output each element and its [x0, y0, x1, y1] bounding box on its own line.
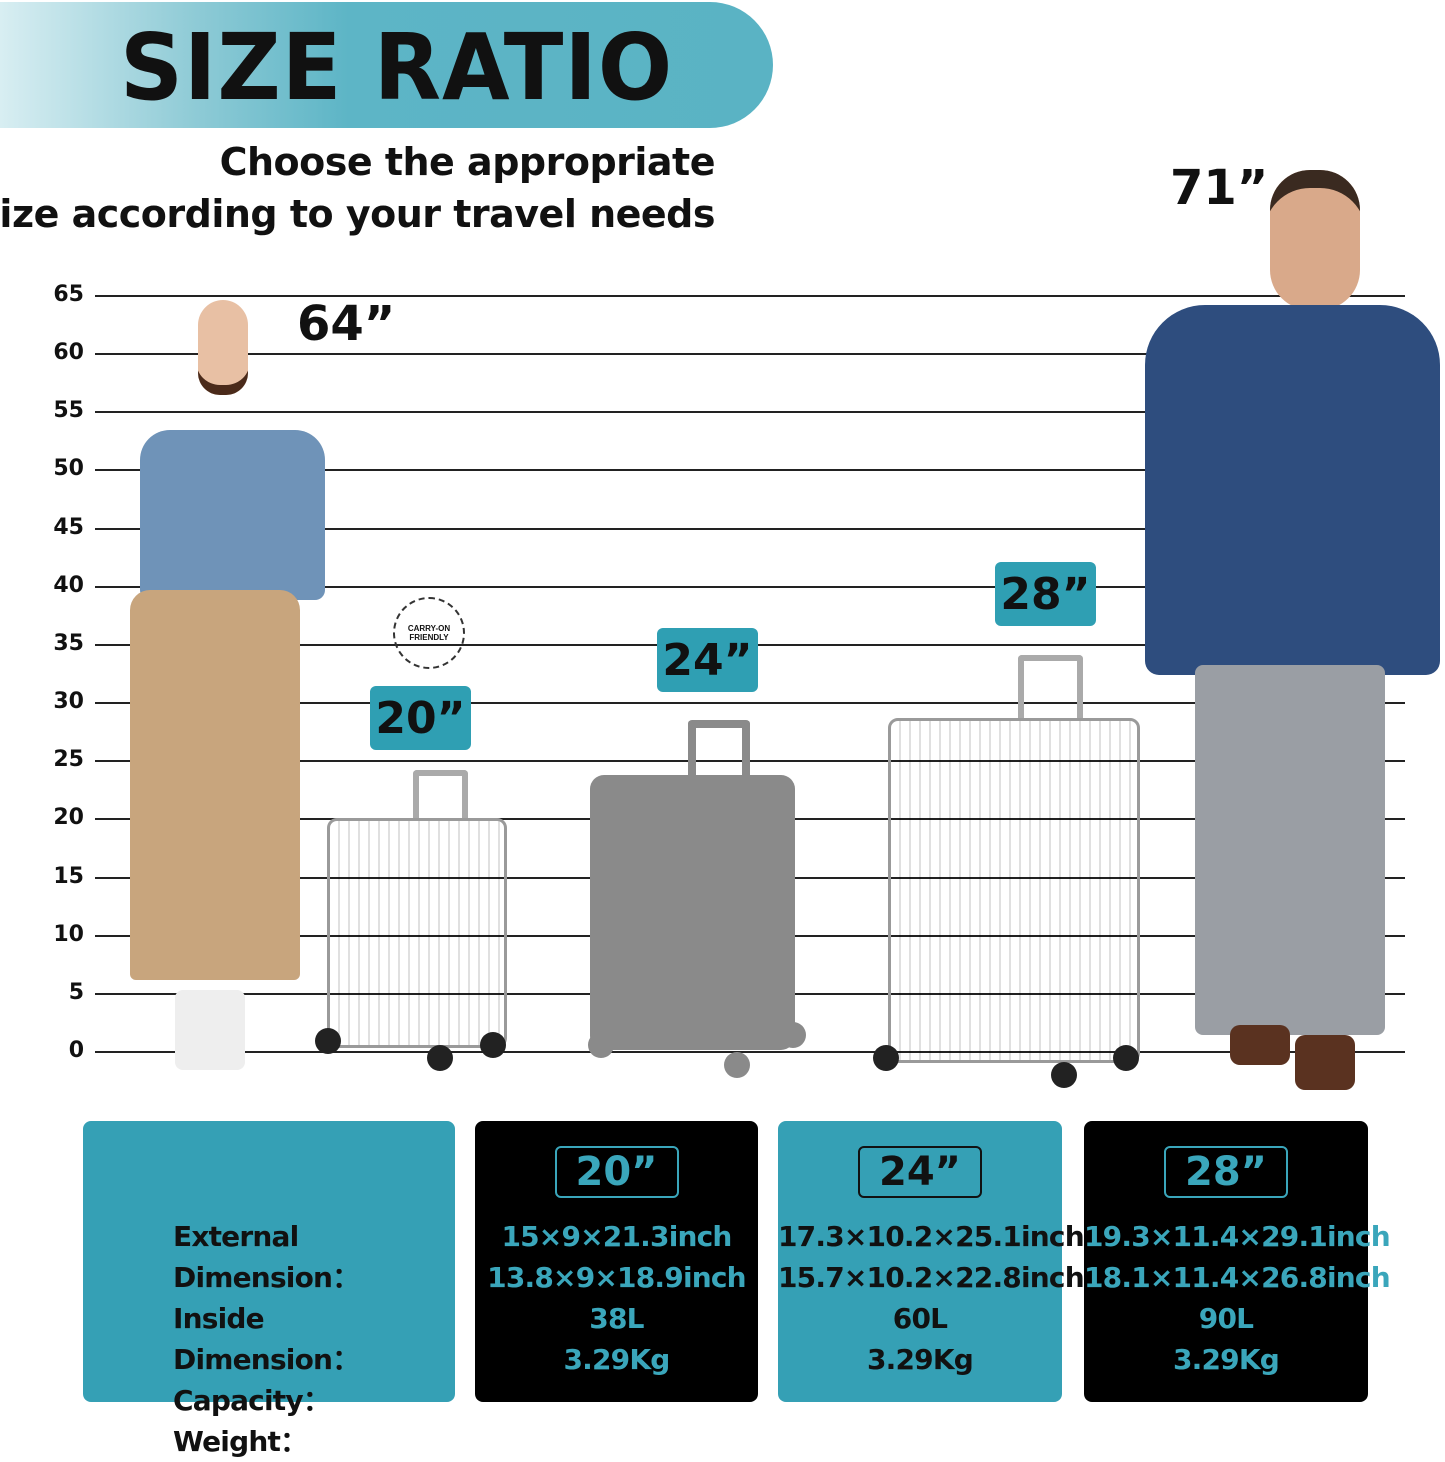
subtitle-line-1: Choose the appropriate [219, 140, 716, 184]
size-badge: 28” [1164, 1146, 1288, 1198]
gridline [95, 760, 1405, 763]
subtitle-line-2: size according to your travel needs [0, 192, 715, 236]
inside-dimension: 15.7×10.2×22.8inch [778, 1261, 1085, 1294]
woman-figure [120, 300, 325, 1080]
inside-dimension: 13.8×9×18.9inch [487, 1261, 746, 1294]
badge-20: 20” [370, 686, 471, 750]
suitcase-20 [315, 770, 515, 1071]
woman-height-label: 64” [297, 296, 396, 352]
label-external: External Dimension： [173, 1220, 360, 1294]
tick-label: 5 [68, 979, 84, 1005]
tick-label: 15 [53, 863, 84, 889]
spec-column-28: 28” 19.3×11.4×29.1inch 18.1×11.4×26.8inc… [1084, 1121, 1391, 1402]
badge-24: 24” [657, 628, 758, 692]
external-dimension: 17.3×10.2×25.1inch [778, 1220, 1085, 1253]
gridline [95, 353, 1405, 356]
size-badge: 20” [554, 1146, 679, 1198]
label-inside: Inside Dimension： [173, 1302, 360, 1376]
spec-column-20: 20” 15×9×21.3inch 13.8×9×18.9inch 38L 3.… [475, 1121, 758, 1402]
capacity: 60L [892, 1302, 948, 1335]
tick-label: 25 [53, 747, 84, 773]
tick-label: 50 [53, 456, 84, 482]
tick-label: 40 [53, 572, 84, 598]
gridline [95, 295, 1405, 297]
capacity: 90L [1198, 1302, 1254, 1335]
man-figure [1145, 165, 1440, 1095]
tick-label: 55 [53, 398, 84, 424]
badge-28: 28” [995, 562, 1096, 626]
gridline [95, 527, 1405, 530]
tick-label: 0 [68, 1038, 84, 1063]
external-dimension: 15×9×21.3inch [501, 1220, 732, 1253]
gridline [95, 702, 1405, 705]
weight: 3.29Kg [866, 1343, 974, 1376]
spec-column-24: 24” 17.3×10.2×25.1inch 15.7×10.2×22.8inc… [778, 1121, 1085, 1402]
tick-label: 10 [53, 921, 84, 947]
title-banner [0, 2, 773, 128]
suitcase-28 [873, 655, 1143, 1090]
tick-label: 20 [53, 805, 84, 831]
tick-label: 60 [53, 340, 84, 366]
spec-labels-cell: External Dimension： Inside Dimension： Ca… [83, 1121, 455, 1458]
weight: 3.29Kg [1172, 1343, 1280, 1376]
size-badge: 24” [858, 1146, 982, 1198]
gridline [95, 1051, 1405, 1053]
gridline [95, 411, 1405, 414]
tick-label: 65 [53, 282, 84, 307]
man-height-label: 71” [1170, 160, 1269, 216]
label-weight: Weight： [173, 1425, 308, 1458]
carry-on-friendly-stamp: CARRY-ON FRIENDLY [393, 597, 465, 669]
gridline [95, 585, 1405, 588]
suitcase-24-silhouette [588, 720, 808, 1080]
tick-label: 30 [53, 689, 84, 715]
gridline [95, 469, 1405, 472]
tick-label: 35 [53, 630, 84, 656]
capacity: 38L [589, 1302, 644, 1335]
external-dimension: 19.3×11.4×29.1inch [1084, 1220, 1391, 1253]
label-capacity: Capacity： [173, 1384, 331, 1417]
weight: 3.29Kg [563, 1343, 670, 1376]
tick-label: 45 [53, 514, 84, 540]
page-title: SIZE RATIO [120, 14, 674, 121]
inside-dimension: 18.1×11.4×26.8inch [1084, 1261, 1391, 1294]
